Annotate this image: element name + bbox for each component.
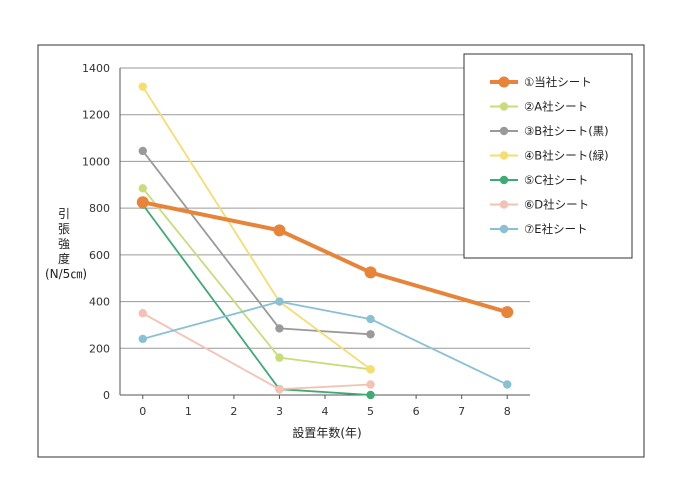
data-point-3-2 [366,330,375,339]
legend-swatch-marker [499,224,509,234]
series-6 [138,309,375,394]
y-tick-label-0: 0 [103,389,110,402]
data-point-1-2 [364,266,377,279]
data-point-4-0 [138,82,147,91]
series-line-1 [142,200,508,315]
axes: 0 200 400 600 800 1000 1200 1400 0 1 2 3 4 5 6 7 8 [82,62,530,418]
y-tick-label-400: 400 [89,296,110,309]
y-tick-label-1400: 1400 [82,62,110,75]
x-tick-label-1: 1 [185,405,192,418]
y-axis-unit: (N/5㎝) [45,267,87,281]
y-tick-label-600: 600 [89,249,110,262]
x-tick-label-7: 7 [458,405,465,418]
data-point-3-0 [138,146,147,156]
series-2 [138,184,375,374]
data-point-5-2 [366,390,375,400]
data-point-7-3 [503,380,512,389]
legend: ①当社シート ②A社シート ③B社シート(黒) ④B社シート(緑) ⑤C社シート ⑥D社シ… [463,53,633,259]
y-axis-label: 引張強度 (N/5㎝) [45,207,87,281]
legend-label: ⑦E社シート [524,222,588,236]
legend-swatch-marker [499,151,509,160]
legend-label: ②A社シート [524,100,588,114]
data-point-3-1 [275,324,284,333]
grid-lines [120,67,530,349]
legend-label: ⑤C社シート [524,173,588,187]
legend-swatch-marker [499,102,509,111]
y-tick-label-800: 800 [89,202,110,215]
data-point-4-2 [366,365,375,374]
legend-item-5: ⑤C社シート [490,173,588,187]
legend-item-3: ③B社シート(黒) [490,124,609,138]
legend-swatch-marker [498,76,510,88]
legend-item-1: ①当社シート [490,75,592,89]
legend-label: ③B社シート(黒) [524,124,609,138]
legend-swatch-marker [499,126,509,136]
data-point-2-0 [138,184,147,193]
x-tick-label-8: 8 [504,405,511,418]
data-point-6-0 [138,309,147,318]
data-point-2-1 [275,353,284,362]
series-lines [136,82,514,400]
data-point-7-0 [138,334,147,344]
data-point-1-3 [501,306,514,319]
legend-label: ④B社シート(緑) [524,149,609,163]
legend-item-2: ②A社シート [490,100,588,114]
legend-label: ①当社シート [524,75,592,89]
x-tick-label-2: 2 [230,405,237,418]
data-point-7-1 [275,297,284,306]
data-point-6-2 [366,380,375,389]
x-tick-label-6: 6 [413,405,420,418]
series-1 [136,196,514,319]
data-point-7-2 [366,314,375,324]
series-7 [138,297,512,389]
data-point-1-1 [273,224,286,237]
x-tick-label-3: 3 [276,405,283,418]
legend-swatch-marker [499,175,509,185]
y-axis-title: 引張強度 [58,207,70,266]
x-tick-label-5: 5 [367,405,374,418]
data-point-1-0 [136,196,149,209]
x-tick-label-4: 4 [322,405,329,418]
legend-item-4: ④B社シート(緑) [490,149,609,163]
legend-label: ⑥D社シート [524,198,589,212]
x-tick-label-0: 0 [139,405,146,418]
y-tick-label-1200: 1200 [82,109,110,122]
legend-item-6: ⑥D社シート [490,198,589,212]
legend-swatch-marker [499,200,509,209]
legend-item-7: ⑦E社シート [490,222,588,236]
y-tick-label-200: 200 [89,342,110,355]
y-tick-label-1000: 1000 [82,155,110,168]
x-axis-title: 設置年数(年) [292,425,361,440]
data-point-6-1 [275,384,284,394]
series-line-7 [142,300,508,386]
